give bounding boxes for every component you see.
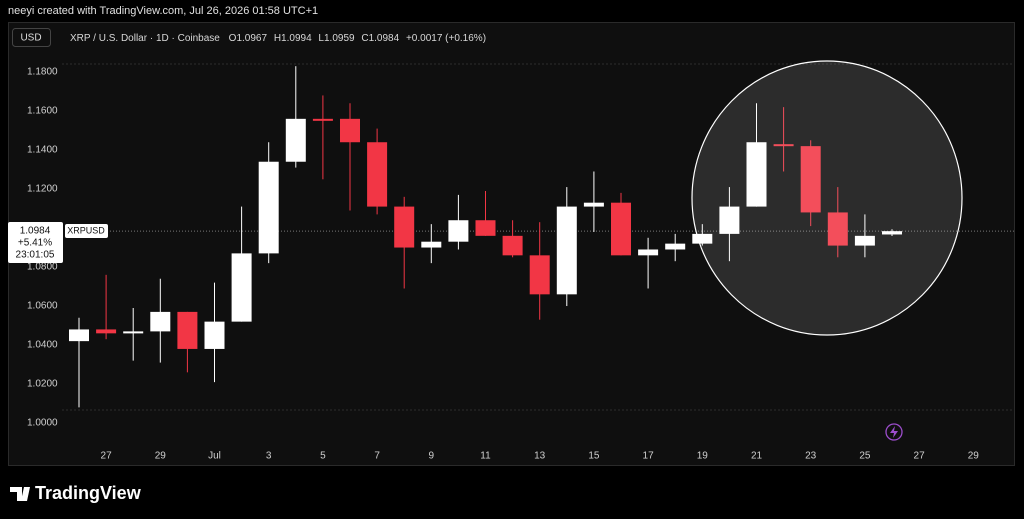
candle-body <box>638 249 659 256</box>
low-value: 1.0959 <box>324 33 355 44</box>
candle-body <box>827 212 848 246</box>
symbol: XRP / U.S. Dollar · 1D · Coinbase <box>70 33 220 44</box>
candle-body <box>746 142 767 207</box>
open-value: 1.0967 <box>236 33 267 44</box>
close-value: 1.0984 <box>369 33 400 44</box>
ohlc-letter: O <box>229 33 237 44</box>
y-tick-label: 1.0600 <box>27 301 58 312</box>
x-tick-label: 15 <box>588 451 600 462</box>
y-tick-label: 1.1800 <box>27 67 58 78</box>
ohlc-letter: C <box>361 33 368 44</box>
y-tick-label: 1.0800 <box>27 262 58 273</box>
last-change: +5.41% <box>18 238 52 249</box>
candle-body <box>882 231 902 235</box>
y-tick-label: 1.0000 <box>27 418 58 429</box>
candle-body <box>394 206 415 248</box>
candle-body <box>231 253 252 322</box>
candle-body <box>177 311 198 349</box>
highlight-circle <box>691 60 963 336</box>
plot: 1.0000 1.0200 1.0400 1.0600 1.0800 1.1200 1.14… <box>27 66 1014 462</box>
candle-body <box>665 243 686 250</box>
candle-body <box>340 118 360 143</box>
candle-body <box>421 241 442 248</box>
high-value: 1.0994 <box>281 33 312 44</box>
legend-row: XRP / U.S. Dollar · 1D · Coinbase O1.096… <box>70 33 486 44</box>
y-tick-label: 1.0400 <box>27 340 58 351</box>
candle-body <box>611 202 631 256</box>
candle-body <box>150 311 171 332</box>
last-price: 1.0984 <box>20 226 51 237</box>
candle-body <box>854 235 875 246</box>
countdown: 23:01:05 <box>16 250 55 261</box>
candle-body <box>502 235 523 256</box>
candle-body <box>96 329 117 334</box>
candle-body <box>258 161 279 254</box>
x-tick-label: 11 <box>480 451 491 462</box>
candle-body <box>556 206 577 295</box>
x-tick-label: 27 <box>914 451 926 462</box>
x-tick-label: 3 <box>266 451 272 462</box>
candle-body <box>529 255 550 295</box>
candle-body <box>69 329 89 342</box>
ticker-tag <box>65 224 108 238</box>
price-badge-box <box>8 222 63 263</box>
candle-body <box>719 206 740 234</box>
candle-body <box>285 118 306 162</box>
candle-body <box>367 142 388 207</box>
alert-bolt <box>890 426 898 438</box>
x-tick-label: 25 <box>859 451 871 462</box>
attribution: neeyi created with TradingView.com, Jul … <box>8 5 318 17</box>
candle-body <box>692 233 713 244</box>
candle-body <box>204 321 225 349</box>
x-tick-label: 7 <box>374 451 380 462</box>
candle-body <box>583 202 604 207</box>
ohlc-letter: L <box>318 33 324 44</box>
change: +0.0017 (+0.16%) <box>406 33 486 44</box>
x-tick-label: Jul <box>208 451 221 462</box>
candle-body <box>800 146 821 213</box>
x-tick-label: 13 <box>534 451 546 462</box>
alert-icon[interactable] <box>885 423 903 441</box>
x-tick-label: 17 <box>643 451 655 462</box>
candle-body <box>123 331 144 334</box>
candle-body <box>448 220 469 242</box>
x-tick-label: 5 <box>320 451 326 462</box>
x-tick-label: 21 <box>751 451 763 462</box>
ohlc-letter: H <box>274 33 281 44</box>
price-badge: 1.0984 +5.41% 23:01:05 XRPUSD <box>8 222 108 263</box>
x-tick-label: 27 <box>101 451 113 462</box>
currency: USD <box>20 33 41 44</box>
x-tick-label: 23 <box>805 451 817 462</box>
brand-logo <box>10 487 30 501</box>
y-tick-label: 1.1200 <box>27 184 58 195</box>
candle-body <box>475 220 496 236</box>
x-tick-label: 29 <box>155 451 167 462</box>
brand: TradingView <box>35 483 142 503</box>
y-tick-label: 1.0200 <box>27 379 58 390</box>
y-tick-label: 1.1600 <box>27 106 58 117</box>
y-tick-label: 1.1400 <box>27 145 58 156</box>
currency-button[interactable] <box>12 28 51 47</box>
x-tick-label: 29 <box>968 451 980 462</box>
ticker: XRPUSD <box>67 225 105 235</box>
candle-body <box>773 144 794 147</box>
x-tick-label: 9 <box>429 451 435 462</box>
candle-body <box>312 118 333 121</box>
x-tick-label: 19 <box>697 451 709 462</box>
